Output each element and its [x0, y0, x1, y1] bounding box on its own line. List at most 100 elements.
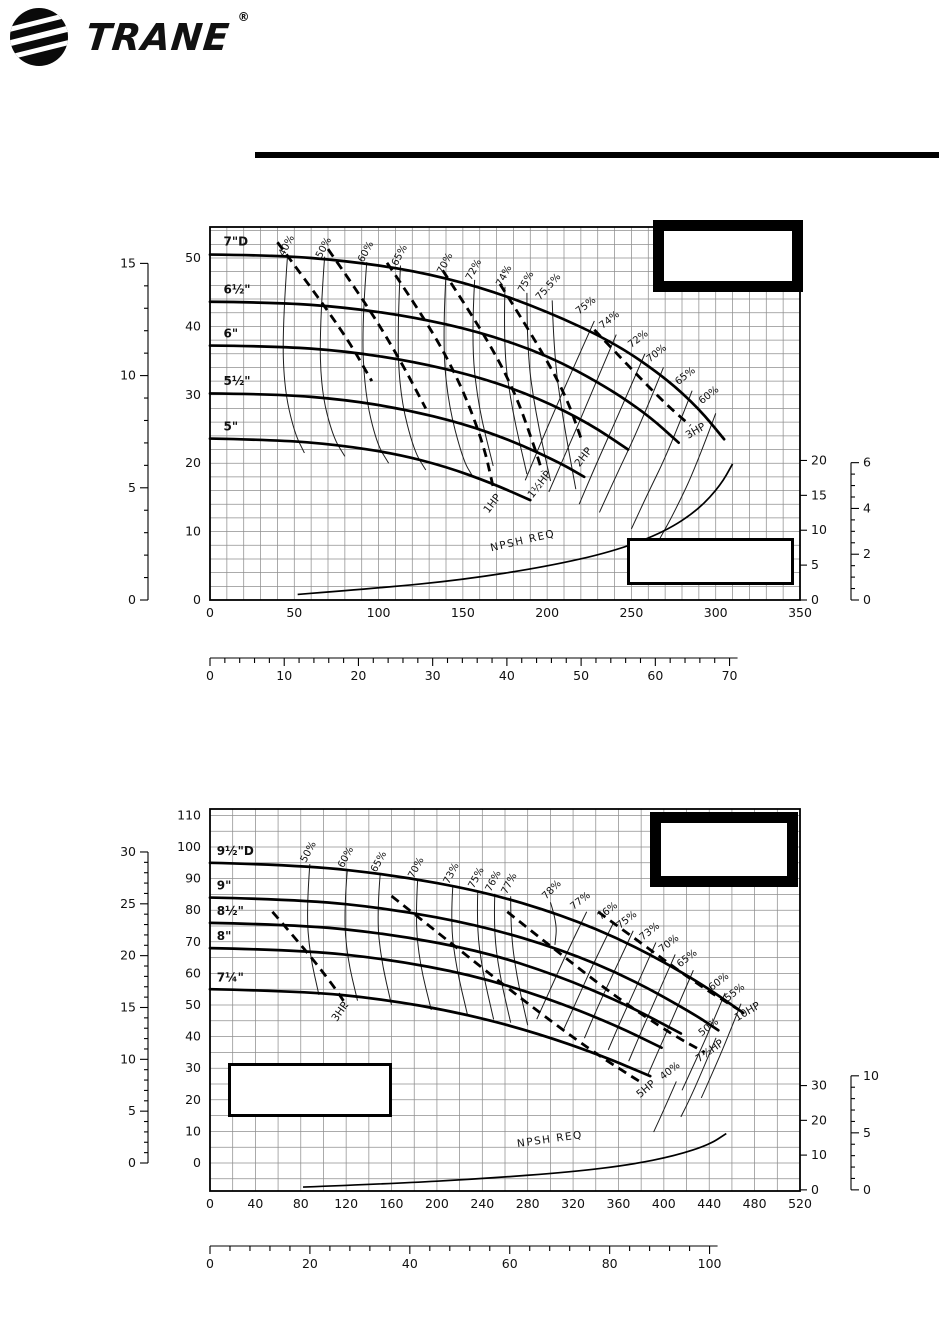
power-label: 1½HP	[525, 469, 554, 501]
npsh-ft-label: 0	[811, 592, 819, 607]
impeller-label: 8½"	[217, 904, 244, 918]
efficiency-label: 60%	[336, 845, 356, 870]
impeller-curve	[208, 861, 745, 1015]
efficiency-curve	[282, 255, 305, 454]
y-tick-label: 40	[185, 1029, 201, 1044]
impeller-curve	[208, 300, 680, 445]
m3h-tick-label: 0	[206, 668, 214, 683]
efficiency-label: 65%	[369, 850, 389, 875]
npsh-ft-label: 30	[811, 1078, 827, 1093]
power-curve	[506, 910, 706, 1054]
m3h-tick-label: 70	[722, 668, 738, 683]
impeller-curve	[208, 344, 630, 451]
efficiency-curve	[524, 320, 595, 481]
npsh-ft-label: 5	[811, 557, 819, 572]
y-tick-label: 20	[185, 455, 201, 470]
y-tick-label: 30	[185, 387, 201, 402]
x-tick-label: 0	[206, 605, 214, 620]
impeller-label: 6½"	[223, 283, 250, 297]
x-tick-label: 520	[788, 1196, 812, 1211]
efficiency-curve	[628, 954, 676, 1062]
efficiency-label: 50%	[314, 236, 334, 261]
impeller-curve	[208, 921, 683, 1035]
impeller-label: 5½"	[223, 374, 250, 388]
x-tick-label: 120	[334, 1196, 358, 1211]
efficiency-curve	[319, 256, 346, 457]
impeller-label: 9½"D	[217, 844, 254, 858]
efficiency-label: 75%	[574, 295, 598, 317]
y-tick-label: 50	[185, 250, 201, 265]
y-tick-label: 100	[177, 839, 201, 854]
efficiency-label: 55%	[723, 982, 747, 1004]
plot-border	[209, 808, 801, 1192]
efficiency-label: 75.5%	[534, 272, 563, 303]
x-tick-label: 200	[425, 1196, 449, 1211]
efficiency-curve	[362, 262, 390, 464]
efficiency-label: 76%	[596, 900, 620, 922]
x-tick-label: 480	[743, 1196, 767, 1211]
efficiency-label: 70%	[435, 251, 455, 276]
redacted-label-box	[228, 1063, 392, 1117]
efficiency-curve	[548, 334, 617, 493]
efficiency-curve	[700, 1003, 742, 1099]
efficiency-curve	[551, 300, 577, 490]
m3h-tick-label: 0	[206, 1256, 214, 1271]
y-tick-label: 110	[177, 807, 201, 822]
power-label: 3HP	[329, 1000, 351, 1024]
efficiency-label: 65%	[673, 365, 697, 387]
y-tick-label: 40	[185, 318, 201, 333]
efficiency-label: 40%	[658, 1060, 682, 1082]
y-tick-label: 10	[185, 1123, 201, 1138]
m3h-tick-label: 20	[350, 668, 366, 683]
x-tick-label: 160	[380, 1196, 404, 1211]
power-label: 2HP	[572, 445, 594, 469]
efficiency-label: 65%	[390, 243, 410, 268]
power-label: 1HP	[481, 492, 503, 516]
m3h-tick-label: 60	[647, 668, 663, 683]
efficiency-label: 60%	[707, 971, 731, 993]
left-meter-label: 25	[120, 896, 136, 911]
x-tick-label: 350	[788, 605, 812, 620]
pump-curve-chart-top: 7"D6½"6"5½"5"40% 50% 60% 65% 70% 72% 74% 75%75.…	[120, 226, 871, 683]
efficiency-curve	[307, 864, 320, 995]
efficiency-curve	[680, 1037, 717, 1118]
impeller-curve	[208, 987, 652, 1078]
impeller-curve	[208, 392, 586, 479]
npsh-ft-label: 10	[811, 522, 827, 537]
efficiency-curve	[657, 413, 717, 542]
npsh-curve	[297, 463, 734, 596]
efficiency-curve	[344, 869, 358, 1001]
x-tick-label: 150	[451, 605, 475, 620]
y-tick-label: 20	[185, 1092, 201, 1107]
impeller-label: 8"	[217, 929, 232, 943]
x-tick-label: 100	[367, 605, 391, 620]
efficiency-curve	[377, 874, 393, 1006]
x-tick-label: 0	[206, 1196, 214, 1211]
npsh-ft-label: 15	[811, 487, 827, 502]
efficiency-label: 65%	[675, 948, 699, 970]
m3h-tick-label: 50	[573, 668, 589, 683]
left-meter-label: 15	[120, 255, 136, 270]
m3h-tick-label: 40	[499, 668, 515, 683]
power-curve	[498, 283, 584, 444]
npsh-ft-label: 0	[811, 1182, 819, 1197]
header-rule	[255, 152, 939, 158]
left-meter-label: 5	[128, 480, 136, 495]
npsh-meter-label: 4	[863, 500, 871, 515]
power-label: 3HP	[684, 421, 708, 442]
left-meter-label: 0	[128, 592, 136, 607]
npsh-meter-label: 0	[863, 1182, 871, 1197]
efficiency-curve	[397, 265, 427, 471]
impeller-label: 7"D	[223, 235, 248, 249]
power-label: 7½HP	[694, 1037, 726, 1065]
x-tick-label: 50	[286, 605, 302, 620]
x-tick-label: 300	[704, 605, 728, 620]
impeller-label: 6"	[223, 326, 238, 340]
plot-border	[209, 226, 801, 601]
m3h-tick-label: 30	[425, 668, 441, 683]
efficiency-curve	[578, 353, 646, 505]
left-meter-label: 10	[120, 368, 136, 383]
efficiency-curve	[476, 890, 495, 1020]
impeller-curve	[208, 437, 532, 502]
x-tick-label: 440	[697, 1196, 721, 1211]
